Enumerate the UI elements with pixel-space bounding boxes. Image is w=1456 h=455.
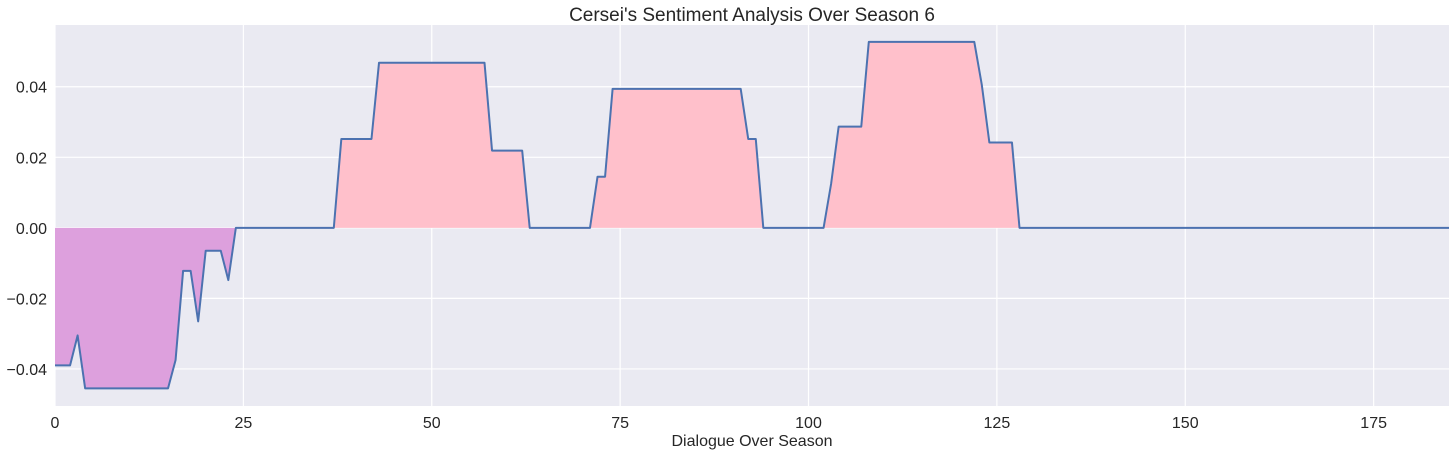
x-tick-label: 150 [1172, 415, 1199, 432]
y-tick-label: 0.00 [16, 221, 47, 238]
x-tick-label: 50 [423, 415, 441, 432]
x-tick-label: 100 [795, 415, 822, 432]
x-tick-labels: 0 25 50 75 100 125 150 175 [51, 415, 1388, 432]
x-tick-label: 125 [984, 415, 1011, 432]
x-tick-label: 75 [611, 415, 629, 432]
positive-sentiment-area [333, 62, 530, 228]
y-tick-labels: −0.04 −0.02 0.00 0.02 0.04 [7, 80, 48, 379]
chart-title: Cersei's Sentiment Analysis Over Season … [569, 5, 935, 26]
x-tick-label: 0 [51, 415, 60, 432]
positive-sentiment-area [823, 41, 1020, 228]
x-axis-label: Dialogue Over Season [672, 433, 833, 450]
positive-sentiment-area [589, 88, 764, 228]
y-tick-label: −0.04 [7, 362, 48, 379]
area-fills [55, 41, 1020, 389]
negative-sentiment-area [55, 227, 236, 389]
x-tick-label: 175 [1360, 415, 1387, 432]
y-tick-label: −0.02 [7, 291, 48, 308]
sentiment-line [55, 40, 1449, 390]
y-tick-label: 0.04 [16, 80, 47, 97]
series-lines [55, 40, 1449, 390]
y-tick-label: 0.02 [16, 150, 47, 167]
x-tick-label: 25 [234, 415, 252, 432]
